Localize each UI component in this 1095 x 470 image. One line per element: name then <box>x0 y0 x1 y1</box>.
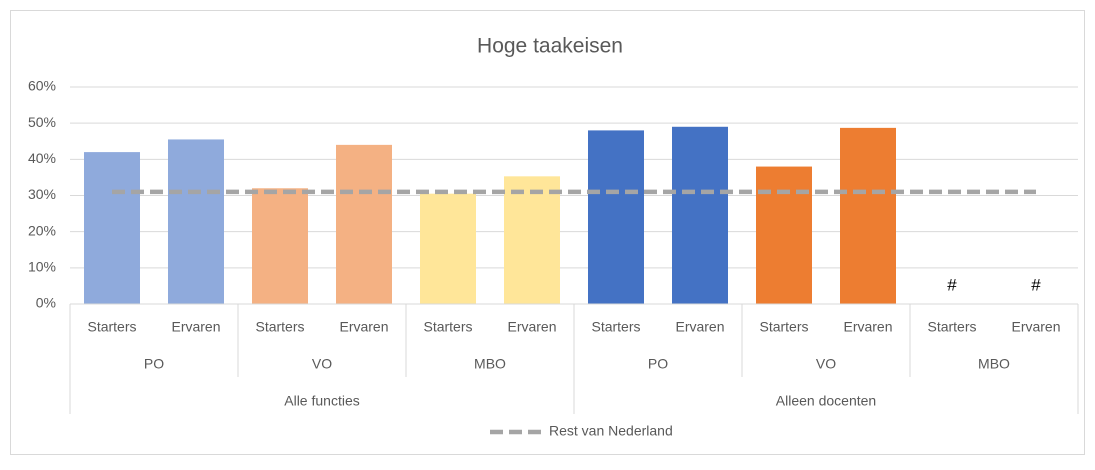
y-tick-label: 20% <box>28 222 56 238</box>
x-tick-label: Starters <box>591 319 640 335</box>
value-label: # <box>947 275 957 294</box>
y-tick-label: 10% <box>28 259 56 275</box>
x-tick-label: Starters <box>255 319 304 335</box>
y-tick-label: 50% <box>28 114 56 130</box>
legend-label: Rest van Nederland <box>549 423 673 439</box>
group-label: PO <box>648 356 668 372</box>
bar <box>420 193 476 304</box>
group-label: MBO <box>474 356 506 372</box>
group-label: VO <box>816 356 836 372</box>
value-label: # <box>1031 275 1041 294</box>
bar <box>588 130 644 304</box>
x-tick-label: Ervaren <box>171 319 220 335</box>
x-tick-label: Ervaren <box>339 319 388 335</box>
x-tick-label: Ervaren <box>675 319 724 335</box>
x-tick-label: Ervaren <box>507 319 556 335</box>
x-tick-label: Starters <box>87 319 136 335</box>
supergroup-label: Alleen docenten <box>776 393 876 409</box>
group-label: MBO <box>978 356 1010 372</box>
supergroup-label: Alle functies <box>284 393 359 409</box>
group-label: VO <box>312 356 332 372</box>
group-label: PO <box>144 356 164 372</box>
y-tick-label: 60% <box>28 78 56 94</box>
x-tick-label: Starters <box>927 319 976 335</box>
bar <box>504 176 560 304</box>
bar <box>336 144 392 304</box>
x-tick-label: Ervaren <box>843 319 892 335</box>
bar <box>252 188 308 304</box>
bar <box>672 126 728 305</box>
y-tick-label: 40% <box>28 150 56 166</box>
bar <box>756 166 812 304</box>
y-tick-label: 30% <box>28 186 56 202</box>
bar <box>168 139 224 304</box>
chart-title: Hoge taakeisen <box>477 35 623 58</box>
bar <box>84 152 140 304</box>
x-tick-label: Starters <box>759 319 808 335</box>
x-tick-label: Starters <box>423 319 472 335</box>
bar <box>840 127 896 304</box>
x-tick-label: Ervaren <box>1011 319 1060 335</box>
y-tick-label: 0% <box>36 295 56 311</box>
